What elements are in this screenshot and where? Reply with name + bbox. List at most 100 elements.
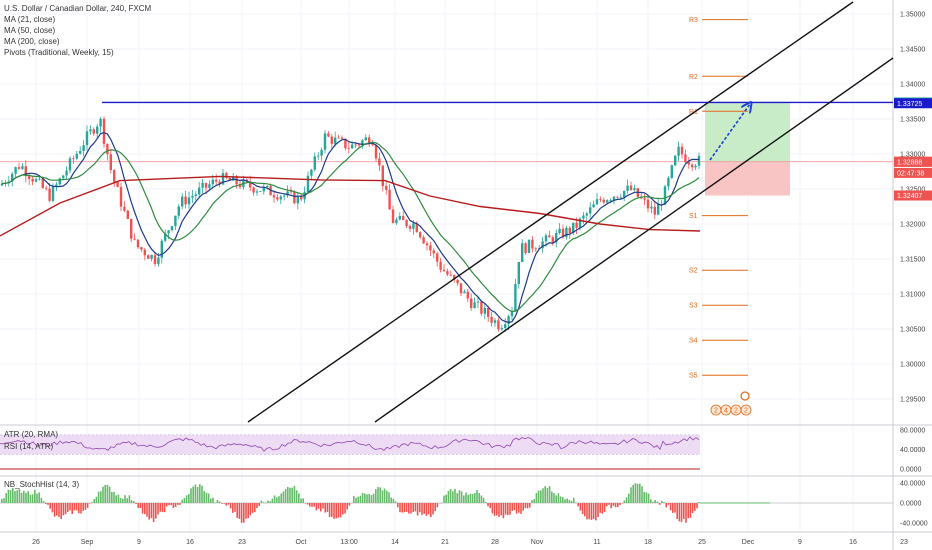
stoch-bar <box>581 503 584 514</box>
stoch-bar <box>348 503 351 506</box>
candle-body <box>497 320 500 330</box>
stoch-bar <box>460 491 463 503</box>
stoch-bar <box>119 497 122 503</box>
stoch-bar <box>104 484 106 503</box>
stoch-bar <box>124 495 126 503</box>
candle-body <box>106 143 109 155</box>
candle-body <box>330 136 333 144</box>
stoch-bar <box>678 503 681 522</box>
stoch-bar <box>181 499 183 503</box>
stoch-bar <box>685 503 687 523</box>
candle-body <box>0 183 4 186</box>
stoch-bar <box>482 497 485 503</box>
stoch-bar <box>680 503 683 522</box>
stoch-bar <box>34 489 36 503</box>
candle-body <box>442 269 446 272</box>
stoch-bar <box>408 503 410 514</box>
stoch-bar <box>533 499 535 503</box>
candle-body <box>629 185 633 190</box>
candle-body <box>313 156 316 170</box>
candle-body <box>24 166 27 177</box>
candle-body <box>527 239 531 254</box>
stoch-bar <box>639 483 641 503</box>
stoch-bar <box>656 501 659 503</box>
stoch-bar <box>588 503 590 520</box>
candle-body <box>300 196 303 200</box>
stoch-bar <box>102 486 104 503</box>
legend-ma21[interactable]: MA (21, close) <box>4 15 56 24</box>
candle-body <box>381 165 384 187</box>
stoch-bar <box>190 488 192 503</box>
stoch-bar <box>155 503 157 519</box>
candle-body <box>592 204 595 208</box>
candle-body <box>130 218 133 239</box>
stoch-bar <box>544 486 546 503</box>
stoch-bar <box>51 503 54 513</box>
stoch-bar <box>476 489 478 503</box>
stoch-bar <box>62 503 65 516</box>
stoch-bar <box>302 498 304 503</box>
price-tick-label: 1.32500 <box>900 187 925 194</box>
stoch-bar <box>9 490 12 503</box>
candle-body <box>612 196 616 200</box>
stoch-bar <box>625 497 628 503</box>
stoch-bar <box>223 503 225 504</box>
stoch-bar <box>454 488 456 503</box>
stoch-bar <box>478 493 480 503</box>
symbol-title[interactable]: U.S. Dollar / Canadian Dollar, 240, FXCM <box>4 4 152 13</box>
stoch-bar <box>676 503 678 519</box>
stoch-bar <box>7 489 10 503</box>
legend-ma50[interactable]: MA (50, close) <box>4 26 56 35</box>
candle-body <box>361 140 364 146</box>
stoch-bar <box>42 501 45 503</box>
stoch-bar <box>372 493 375 503</box>
stoch-bar <box>91 502 93 503</box>
stoch-bar <box>414 503 417 512</box>
candle-body <box>164 233 167 241</box>
legend-ma200[interactable]: MA (200, close) <box>4 37 60 46</box>
stoch-bar <box>86 503 89 508</box>
stoch-bar <box>658 503 661 505</box>
atr-legend-1[interactable]: ATR (20, RMA) <box>4 430 59 439</box>
stoch-bar <box>379 487 381 503</box>
candle-body <box>204 182 208 188</box>
stoch-legend[interactable]: NB_StochHist (14, 3) <box>4 480 80 489</box>
legend-pivots[interactable]: Pivots (Traditional, Weekly, 15) <box>4 48 114 57</box>
stoch-bar <box>592 503 595 520</box>
stoch-bar <box>289 487 291 503</box>
stoch-bar <box>445 494 447 503</box>
price-tag-bg <box>894 156 932 167</box>
stoch-bar <box>641 486 643 503</box>
time-tick-label: Nov <box>531 539 544 546</box>
stoch-bar <box>383 488 386 503</box>
channel-lower <box>374 57 894 423</box>
stoch-bar <box>304 503 307 504</box>
candle-body <box>170 226 174 231</box>
stoch-bar <box>634 483 637 503</box>
stoch-bar <box>691 503 694 514</box>
candle-body <box>507 316 510 325</box>
candle-body <box>395 219 398 224</box>
stoch-bar <box>324 503 326 513</box>
candle-body <box>459 283 463 294</box>
stoch-bar <box>95 496 98 503</box>
price-tick-label: 1.33000 <box>900 152 925 159</box>
stoch-bar <box>412 503 414 513</box>
stoch-bar <box>135 503 137 504</box>
candle-body <box>374 145 378 159</box>
stoch-bar <box>80 503 82 514</box>
stoch-bar <box>128 495 131 503</box>
stoch-bar <box>225 503 227 506</box>
stoch-bar <box>293 485 296 503</box>
candle-body <box>337 137 340 139</box>
stoch-bar <box>342 503 344 515</box>
stoch-bar <box>485 501 487 503</box>
stoch-bar <box>311 503 313 507</box>
stoch-bar <box>474 493 476 503</box>
atr-legend-2[interactable]: RSI (14, ATR) <box>4 442 54 451</box>
candle-body <box>555 233 558 243</box>
stoch-bar <box>229 503 232 509</box>
candle-body <box>490 316 493 323</box>
